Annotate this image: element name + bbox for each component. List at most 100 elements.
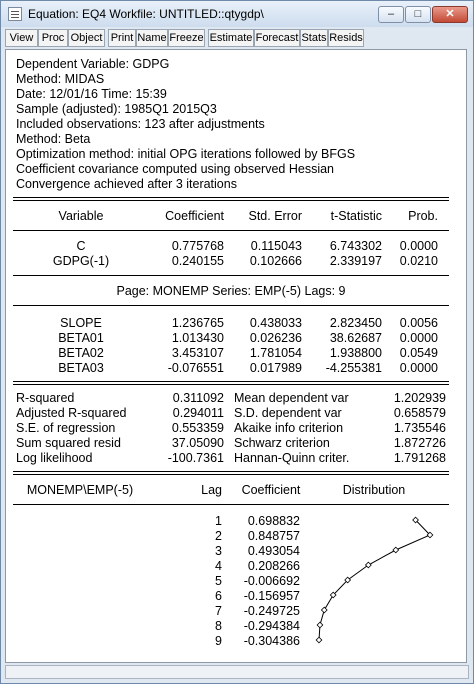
stats-button[interactable]: Stats	[300, 29, 328, 47]
col-header-t-statistic: t-Statistic	[330, 209, 382, 223]
lag-number: 1	[215, 514, 222, 528]
lag-number: 8	[215, 619, 222, 633]
t-statistic-value: 1.938800	[329, 346, 382, 360]
coefficient-value: -0.076551	[167, 361, 224, 375]
distribution-point	[426, 531, 434, 539]
divider	[13, 275, 449, 276]
header-line: Date: 12/01/16 Time: 15:39	[16, 87, 167, 101]
divider	[13, 305, 449, 306]
divider	[13, 200, 449, 201]
equation-icon	[8, 7, 22, 21]
header-line: Included observations: 123 after adjustm…	[16, 117, 265, 131]
std-error-value: 0.438033	[249, 316, 302, 330]
distribution-point	[316, 621, 324, 629]
t-statistic-value: 6.743302	[329, 239, 382, 253]
prob-value: 0.0056	[399, 316, 438, 330]
prob-value: 0.0210	[399, 254, 438, 268]
prob-value: 0.0000	[399, 239, 438, 253]
variable-name: BETA02	[58, 346, 104, 360]
divider	[13, 474, 449, 475]
header-line: Method: Beta	[16, 132, 91, 146]
estimate-button[interactable]: Estimate	[208, 29, 254, 47]
stat-label: Mean dependent var	[234, 391, 349, 405]
distribution-point	[329, 591, 337, 599]
status-bar	[5, 665, 469, 679]
view-button[interactable]: View	[5, 29, 38, 47]
distribution-point	[412, 516, 419, 524]
stat-label: Hannan-Quinn criter.	[234, 451, 350, 465]
lag-col-header-series: MONEMP\EMP(-5)	[26, 483, 134, 497]
divider	[13, 197, 449, 198]
header-line: Convergence achieved after 3 iterations	[16, 177, 237, 191]
stat-value: 1.791268	[393, 451, 446, 465]
variable-name: BETA03	[58, 361, 104, 375]
lag-coefficient: 0.848757	[247, 529, 300, 543]
lag-col-header-lag: Lag	[201, 483, 222, 497]
col-header-std-error: Std. Error	[248, 209, 303, 223]
divider	[13, 381, 449, 382]
t-statistic-value: 38.62687	[329, 331, 382, 345]
std-error-value: 1.781054	[249, 346, 302, 360]
header-line: Dependent Variable: GDPG	[16, 57, 170, 71]
distribution-point	[344, 576, 352, 584]
lag-coefficient: -0.249725	[243, 604, 300, 618]
variable-name: C	[76, 239, 86, 253]
header-line: Method: MIDAS	[16, 72, 105, 86]
divider	[13, 384, 449, 385]
prob-value: 0.0549	[399, 346, 438, 360]
coefficient-value: 0.240155	[171, 254, 224, 268]
t-statistic-value: 2.339197	[329, 254, 382, 268]
lag-number: 5	[215, 574, 222, 588]
forecast-button[interactable]: Forecast	[254, 29, 300, 47]
variable-name: BETA01	[58, 331, 104, 345]
t-statistic-value: -4.255381	[325, 361, 382, 375]
estimation-output[interactable]: Dependent Variable: GDPG Method: MIDAS D…	[5, 49, 467, 663]
lag-number: 9	[215, 634, 222, 648]
lag-number: 2	[215, 529, 222, 543]
toolbar: View Proc Object Print Name Freeze Estim…	[5, 29, 469, 47]
title-bar[interactable]: Equation: EQ4 Workfile: UNTITLED::qtygdp…	[1, 1, 473, 27]
divider	[13, 471, 449, 472]
resids-button[interactable]: Resids	[328, 29, 364, 47]
stat-label: Sum squared resid	[16, 436, 121, 450]
stat-label: R-squared	[16, 391, 75, 405]
lag-coefficient: 0.698832	[247, 514, 300, 528]
t-statistic-value: 2.823450	[329, 316, 382, 330]
prob-value: 0.0000	[399, 361, 438, 375]
stat-value: 0.294011	[172, 406, 224, 420]
stat-value: 0.311092	[172, 391, 224, 405]
stat-value: 0.658579	[393, 406, 446, 420]
std-error-value: 0.102666	[249, 254, 302, 268]
stat-label: Akaike info criterion	[234, 421, 344, 435]
col-header-coefficient: Coefficient	[165, 209, 224, 223]
prob-value: 0.0000	[399, 331, 438, 345]
maximize-button[interactable]: □	[405, 6, 431, 23]
distribution-point	[315, 636, 323, 644]
lag-coefficient: -0.304386	[243, 634, 300, 648]
close-button[interactable]: ✕	[432, 6, 468, 23]
stat-label: S.D. dependent var	[234, 406, 342, 420]
stat-label: S.E. of regression	[16, 421, 116, 435]
lag-distribution-plot	[315, 516, 434, 644]
coefficient-value: 1.236765	[171, 316, 224, 330]
freeze-button[interactable]: Freeze	[168, 29, 205, 47]
object-button[interactable]: Object	[68, 29, 105, 47]
divider	[13, 230, 449, 231]
stat-label: Log likelihood	[16, 451, 93, 465]
name-button[interactable]: Name	[136, 29, 168, 47]
std-error-value: 0.026236	[249, 331, 302, 345]
distribution-point	[392, 546, 400, 554]
header-line: Optimization method: initial OPG iterati…	[16, 147, 356, 161]
lag-coefficient: -0.156957	[243, 589, 300, 603]
lag-col-header-coefficient: Coefficient	[241, 483, 301, 497]
coefficient-value: 1.013430	[171, 331, 224, 345]
coefficient-value: 0.775768	[171, 239, 224, 253]
variable-name: SLOPE	[60, 316, 102, 330]
distribution-point	[364, 561, 372, 569]
lag-coefficient: 0.208266	[247, 559, 300, 573]
print-button[interactable]: Print	[108, 29, 136, 47]
stat-value: 1.735546	[393, 421, 446, 435]
minimize-button[interactable]: –	[378, 6, 404, 23]
proc-button[interactable]: Proc	[38, 29, 68, 47]
